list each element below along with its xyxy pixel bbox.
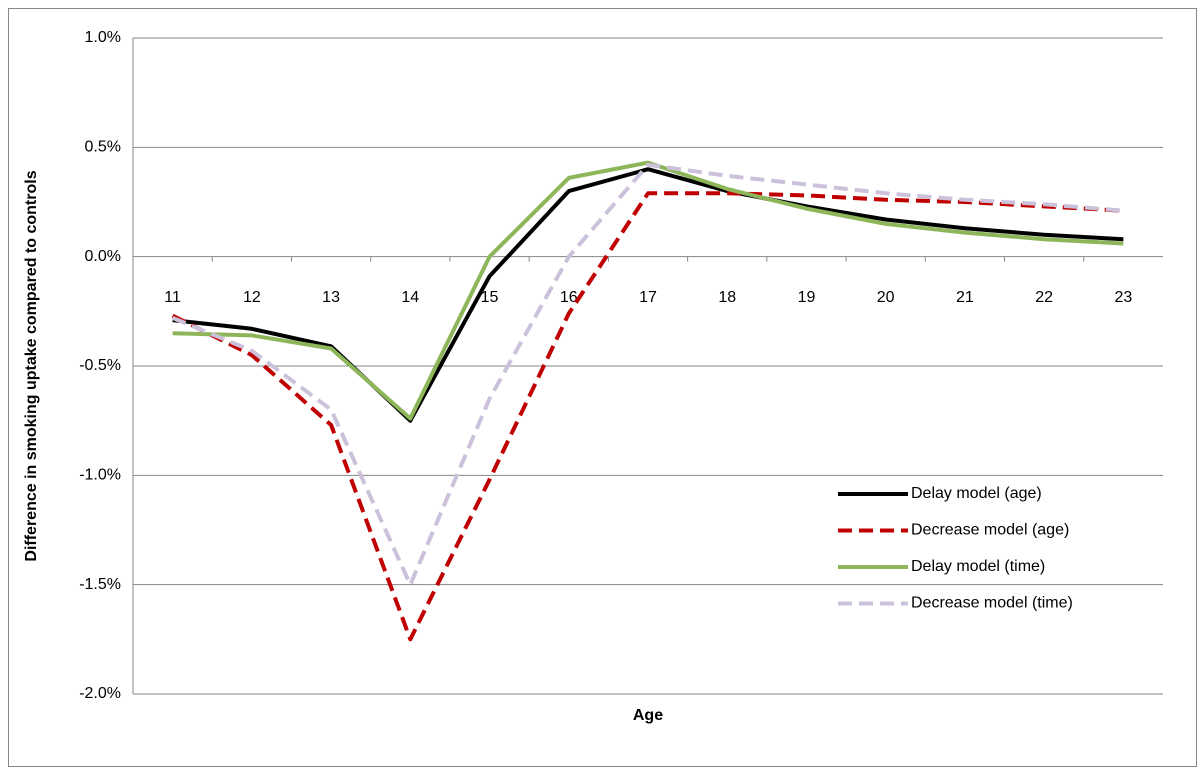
legend-label: Decrease model (time) xyxy=(911,595,1073,612)
x-tick-label: 14 xyxy=(401,289,419,306)
data-line xyxy=(172,160,1124,421)
x-tick-label: 12 xyxy=(243,289,261,306)
y-tick-label: 0.0% xyxy=(85,248,121,265)
x-tick-label: 22 xyxy=(1035,289,1053,306)
legend-label: Delay model (time) xyxy=(911,558,1045,575)
y-tick-label: -0.5% xyxy=(79,357,121,374)
data-line xyxy=(171,162,1124,587)
y-tick-label: -1.0% xyxy=(79,467,121,484)
y-tick-label: 1.0% xyxy=(85,29,121,46)
x-tick-label: 19 xyxy=(798,289,816,306)
x-tick-label: 11 xyxy=(164,289,181,306)
y-tick-label: -1.5% xyxy=(79,576,121,593)
chart-border xyxy=(8,8,1197,767)
x-tick-label: 13 xyxy=(322,289,340,306)
x-tick-label: 16 xyxy=(560,289,578,306)
x-axis-label: Age xyxy=(633,707,663,724)
x-tick-label: 15 xyxy=(481,289,499,306)
data-line xyxy=(171,191,1124,642)
data-line xyxy=(172,167,1124,423)
y-tick-label: -2.0% xyxy=(79,685,121,702)
x-tick-label: 23 xyxy=(1114,289,1132,306)
x-tick-label: 17 xyxy=(639,289,657,306)
x-tick-label: 21 xyxy=(956,289,974,306)
y-axis-label: Difference in smoking uptake compared to… xyxy=(23,170,40,561)
x-tick-label: 20 xyxy=(877,289,895,306)
legend-label: Delay model (age) xyxy=(911,485,1042,502)
legend-label: Decrease model (age) xyxy=(911,522,1069,539)
x-tick-label: 18 xyxy=(718,289,736,306)
y-tick-label: 0.5% xyxy=(85,139,121,156)
